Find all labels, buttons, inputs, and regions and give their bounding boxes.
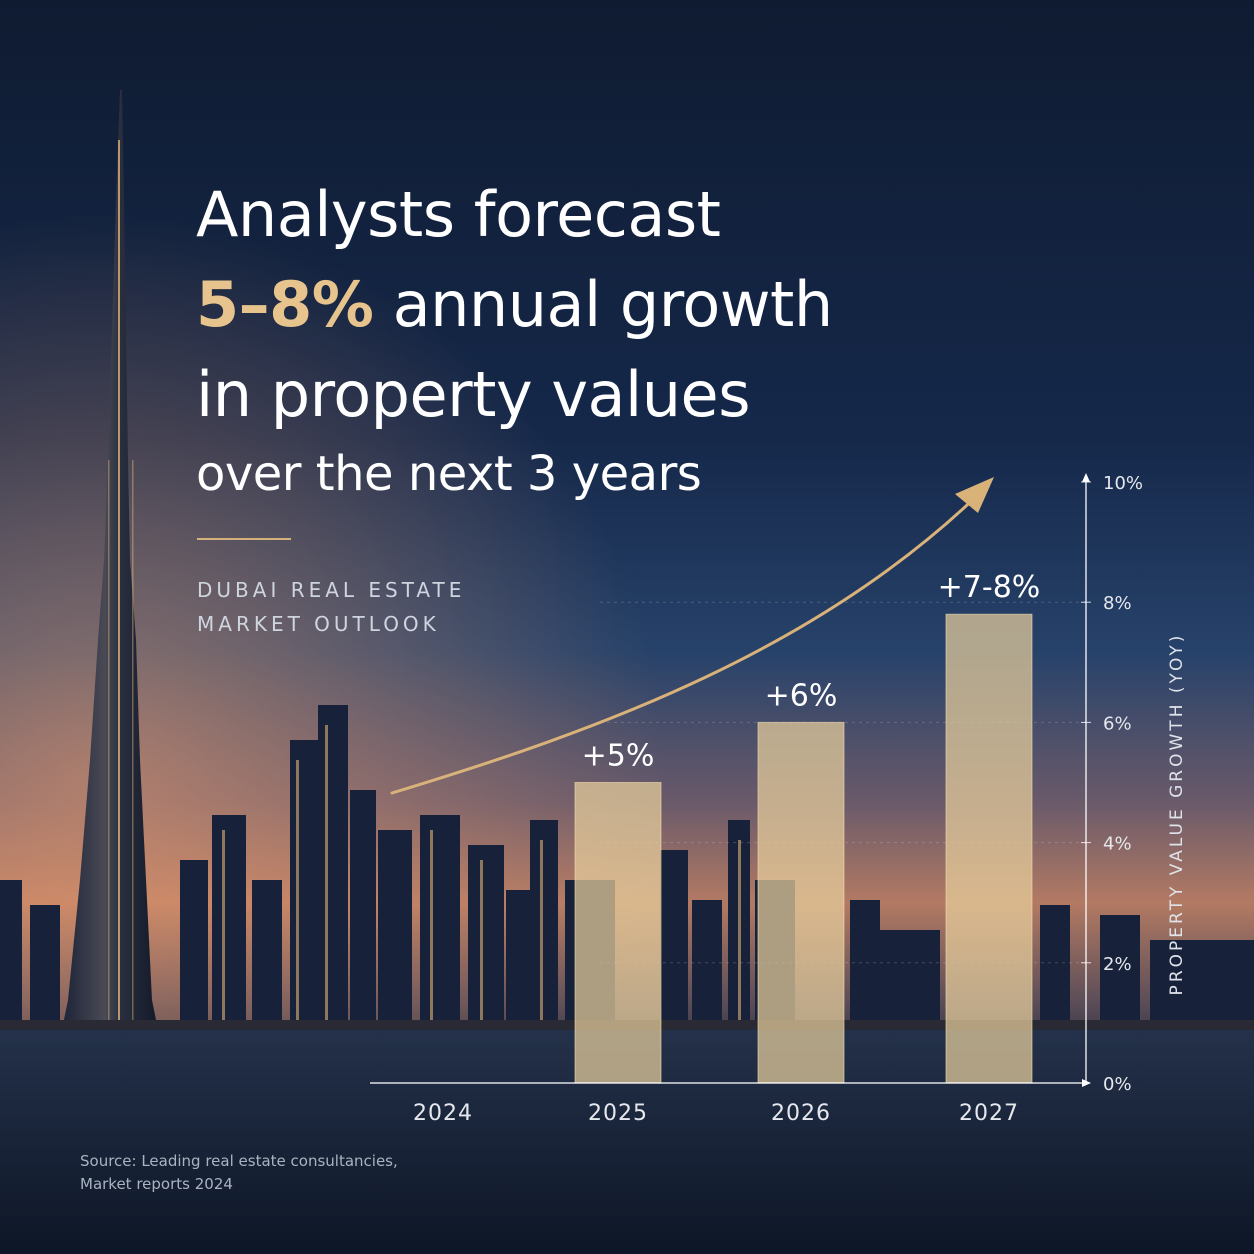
x-axis-arrowhead — [1082, 1079, 1091, 1087]
subtitle-line-1: DUBAI REAL ESTATE — [197, 578, 466, 602]
y-tick-label: 0% — [1103, 1074, 1132, 1095]
divider — [197, 538, 291, 540]
y-tick-label: 6% — [1103, 713, 1132, 734]
x-tick-label: 2024 — [413, 1101, 473, 1126]
bar-2027 — [945, 613, 1033, 1084]
headline-line-4: over the next 3 years — [196, 446, 702, 502]
headline-line-3: in property values — [196, 358, 751, 431]
source-line-2: Market reports 2024 — [80, 1175, 233, 1193]
headline-accent: 5–8% — [196, 268, 374, 341]
chart-labels: 0% 2% 4% 6% 8% 10% 2024 2025 2026 2027 +5% +6% +7-8%… — [413, 473, 1187, 1126]
headline-line-2: 5–8% annual growth — [196, 268, 833, 341]
y-axis-arrowhead — [1082, 473, 1090, 482]
building-lights — [222, 725, 741, 1025]
data-label: +5% — [582, 739, 655, 774]
tower — [60, 90, 160, 1040]
bar-2025 — [574, 782, 662, 1084]
trend-arrow — [390, 477, 994, 795]
source-note: Source: Leading real estate consultancie… — [80, 1150, 398, 1196]
x-tick-label: 2027 — [959, 1101, 1019, 1126]
headline-line-1: Analysts forecast — [196, 178, 721, 251]
trend-arrow-head — [955, 477, 994, 513]
y-tick-label: 10% — [1103, 473, 1143, 494]
y-tick-label: 8% — [1103, 593, 1132, 614]
bars — [574, 613, 1033, 1084]
y-tick-label: 4% — [1103, 834, 1132, 855]
data-label: +7-8% — [938, 570, 1041, 605]
bar-2026 — [757, 721, 845, 1084]
subtitle-line-2: MARKET OUTLOOK — [197, 612, 440, 636]
x-tick-label: 2026 — [771, 1101, 831, 1126]
data-label: +6% — [765, 678, 838, 713]
x-tick-label: 2025 — [588, 1101, 648, 1126]
source-line-1: Source: Leading real estate consultancie… — [80, 1152, 398, 1170]
y-tick-label: 2% — [1103, 954, 1132, 975]
headline-line-2-rest: annual growth — [392, 268, 834, 341]
trend-arrow-line — [390, 486, 987, 795]
background-buildings — [0, 705, 1254, 1030]
axes — [370, 473, 1091, 1087]
y-axis-title: PROPERTY VALUE GROWTH (YOY) — [1167, 633, 1187, 996]
